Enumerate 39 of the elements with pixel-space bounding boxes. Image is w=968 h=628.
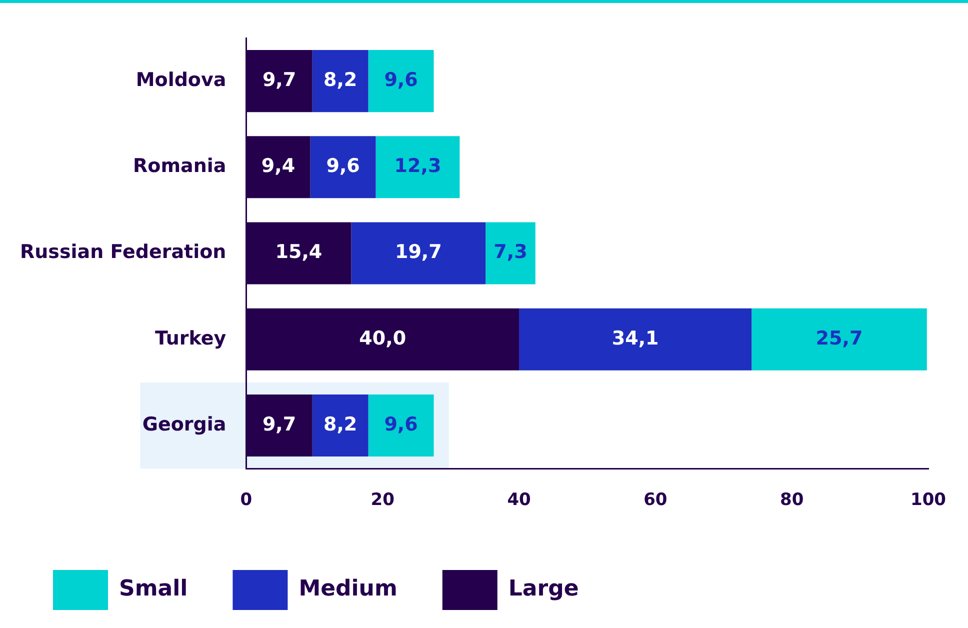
data-label: 9,7 [262, 413, 296, 436]
bar [312, 50, 368, 112]
data-label: 8,2 [323, 413, 358, 436]
data-label: 34,1 [612, 327, 659, 350]
data-label: 9,6 [384, 68, 418, 91]
bar [368, 394, 434, 457]
data-label: 12,3 [394, 155, 442, 178]
bar [486, 222, 536, 284]
x-tick-label: 80 [780, 490, 804, 510]
legend-label: Small [119, 576, 188, 602]
y-tick-label: Moldova [136, 68, 226, 91]
data-label: 9,6 [326, 155, 360, 178]
data-label: 15,4 [275, 241, 322, 264]
x-tick-label: 20 [370, 490, 395, 510]
y-tick-label: Romania [133, 155, 226, 178]
data-label: 7,3 [494, 241, 528, 264]
bar [752, 308, 927, 370]
x-tick-label: 0 [240, 490, 252, 510]
bar [519, 308, 752, 370]
data-label: 40,0 [359, 327, 406, 350]
bar [310, 136, 376, 198]
data-label: 25,7 [816, 327, 863, 350]
legend-label: Large [508, 576, 579, 602]
y-tick-label: Russian Federation [20, 241, 226, 264]
data-label: 8,2 [323, 68, 358, 91]
data-label: 9,6 [384, 413, 418, 436]
legend-label: Medium [298, 576, 398, 602]
x-tick-label: 60 [644, 490, 668, 510]
y-tick-label: Georgia [142, 413, 226, 436]
x-tick-label: 100 [910, 490, 946, 510]
data-label: 19,7 [394, 241, 442, 264]
data-label: 9,7 [262, 68, 296, 91]
bar [368, 50, 434, 112]
bar [312, 394, 368, 457]
bar [376, 136, 460, 198]
y-tick-label: Turkey [155, 327, 227, 350]
data-label: 9,4 [261, 155, 296, 178]
bar [351, 222, 486, 284]
x-tick-label: 40 [507, 490, 532, 510]
